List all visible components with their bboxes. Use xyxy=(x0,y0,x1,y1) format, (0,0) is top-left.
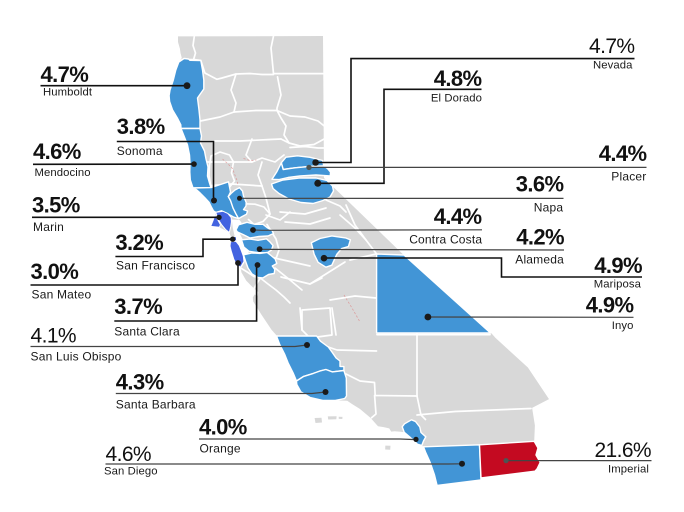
svg-text:4.3%: 4.3% xyxy=(116,370,164,395)
svg-text:3.2%: 3.2% xyxy=(115,230,163,255)
svg-text:Contra Costa: Contra Costa xyxy=(409,232,482,246)
svg-text:San Mateo: San Mateo xyxy=(32,288,92,302)
svg-text:Inyo: Inyo xyxy=(612,320,634,332)
svg-text:Sonoma: Sonoma xyxy=(117,144,163,158)
svg-text:4.8%: 4.8% xyxy=(434,66,482,91)
svg-text:3.5%: 3.5% xyxy=(32,193,80,218)
svg-text:Mariposa: Mariposa xyxy=(594,279,642,291)
svg-text:Humboldt: Humboldt xyxy=(43,87,93,99)
svg-text:Mendocino: Mendocino xyxy=(35,167,91,179)
svg-text:4.4%: 4.4% xyxy=(599,141,647,166)
svg-text:Marin: Marin xyxy=(33,220,64,234)
svg-text:San Diego: San Diego xyxy=(104,465,158,477)
svg-text:Santa Clara: Santa Clara xyxy=(114,325,180,339)
svg-text:Santa Barbara: Santa Barbara xyxy=(116,398,196,412)
svg-text:Alameda: Alameda xyxy=(515,253,564,267)
svg-text:Orange: Orange xyxy=(200,441,241,455)
svg-text:21.6%: 21.6% xyxy=(594,439,651,462)
svg-text:4.4%: 4.4% xyxy=(434,204,482,229)
svg-text:4.6%: 4.6% xyxy=(106,443,151,466)
svg-text:3.6%: 3.6% xyxy=(516,171,564,196)
svg-text:3.7%: 3.7% xyxy=(114,294,162,319)
svg-text:Imperial: Imperial xyxy=(608,464,649,476)
svg-text:San Luis Obispo: San Luis Obispo xyxy=(31,350,122,364)
svg-text:4.9%: 4.9% xyxy=(594,253,642,278)
svg-text:3.0%: 3.0% xyxy=(31,259,79,284)
svg-text:El Dorado: El Dorado xyxy=(431,93,482,105)
svg-text:4.7%: 4.7% xyxy=(589,35,634,58)
svg-text:San Francisco: San Francisco xyxy=(116,259,195,273)
svg-text:4.9%: 4.9% xyxy=(586,292,634,317)
svg-text:4.1%: 4.1% xyxy=(31,325,76,348)
svg-text:Nevada: Nevada xyxy=(593,60,633,72)
svg-text:Napa: Napa xyxy=(534,201,564,215)
svg-text:3.8%: 3.8% xyxy=(117,114,165,139)
svg-text:4.2%: 4.2% xyxy=(516,225,564,250)
svg-text:4.6%: 4.6% xyxy=(33,139,81,164)
svg-text:4.0%: 4.0% xyxy=(199,415,247,440)
svg-text:Placer: Placer xyxy=(611,170,646,184)
svg-text:4.7%: 4.7% xyxy=(41,62,89,87)
